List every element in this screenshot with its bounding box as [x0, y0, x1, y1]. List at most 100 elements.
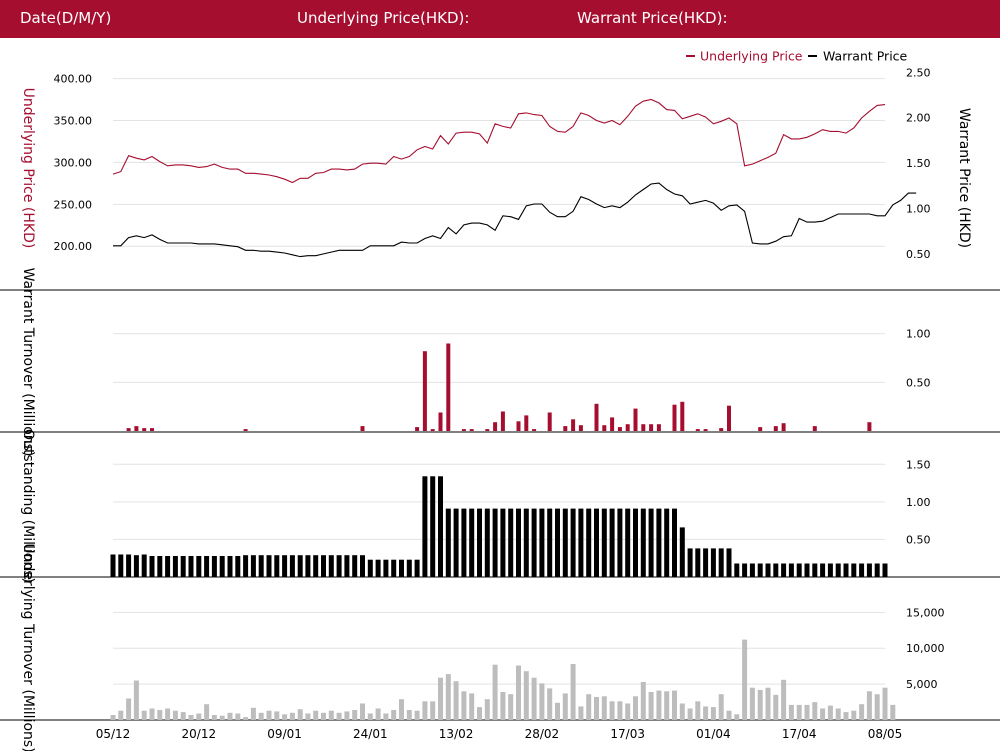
- outstanding-bar: [788, 563, 794, 577]
- outstanding-bar: [289, 555, 295, 577]
- outstanding-bar: [757, 563, 763, 577]
- outstanding-bar: [672, 508, 677, 577]
- underlying-turnover-bar: [835, 708, 841, 720]
- date-label: Date(D/M/Y): [20, 9, 112, 27]
- warrant-turnover-bar: [633, 408, 638, 431]
- y-tick-left: 200.00: [54, 240, 93, 253]
- underlying-turnover-bar: [726, 710, 732, 720]
- outstanding-bar: [859, 563, 865, 577]
- x-tick-label: 13/02: [439, 727, 474, 741]
- underlying-turnover-bar: [679, 703, 685, 720]
- underlying-turnover-bar: [157, 710, 163, 720]
- warrant-turnover-bar: [142, 428, 147, 431]
- outstanding-bar: [196, 556, 202, 577]
- underlying-turnover-bar: [586, 694, 592, 720]
- warrant-turnover-bar: [649, 424, 654, 431]
- underlying-turnover-bar: [851, 710, 857, 720]
- outstanding-bar: [547, 508, 553, 577]
- outstanding-bar: [157, 556, 163, 577]
- underlying-turnover-bar: [352, 710, 358, 720]
- underlying-turnover-bar: [547, 688, 553, 720]
- outstanding-bar: [664, 508, 670, 577]
- outstanding-bar: [133, 555, 139, 577]
- outstanding-bar: [469, 508, 475, 577]
- underlying-turnover-bar: [508, 694, 514, 720]
- outstanding-bar: [586, 508, 592, 577]
- underlying-turnover-bar: [477, 707, 482, 720]
- outstanding-bar: [617, 508, 623, 577]
- outstanding-bar: [453, 508, 459, 577]
- underlying-turnover-bar: [219, 715, 225, 720]
- underlying-turnover-bar: [765, 687, 771, 720]
- header-bar: Date(D/M/Y) Underlying Price(HKD): Warra…: [0, 0, 1000, 38]
- warrant-turnover-bar: [547, 412, 552, 431]
- warrant-turnover-bar: [773, 426, 778, 431]
- warrant-turnover-bar: [727, 405, 731, 431]
- outstanding-bar: [406, 559, 412, 577]
- underlying-turnover-bar: [305, 713, 311, 720]
- underlying-turnover-bar: [188, 715, 194, 720]
- warrant-chart: Underlying Price Warrant Price Underlyin…: [0, 49, 1000, 751]
- outstanding-bar: [461, 508, 467, 577]
- outstanding-bar: [555, 508, 560, 577]
- warrant-turnover-bar: [461, 429, 466, 431]
- y-tick-left: 400.00: [54, 73, 93, 86]
- outstanding-bar: [360, 555, 365, 577]
- y-tick-right: 1.50: [906, 157, 931, 170]
- outstanding-bar: [282, 555, 288, 577]
- underlying-turnover-bar: [601, 696, 607, 720]
- underlying-turnover-bar: [149, 708, 155, 720]
- underlying-turnover-bar: [461, 691, 467, 720]
- underlying-turnover-bar: [500, 692, 506, 720]
- underlying-turnover-bar: [422, 701, 428, 720]
- outstanding-bar: [796, 563, 802, 577]
- underlying-turnover-bar: [367, 713, 373, 720]
- outstanding-bar: [227, 556, 233, 577]
- warrant-turnover-bar: [493, 422, 498, 431]
- underlying-turnover-bar: [773, 694, 779, 720]
- outstanding-bar: [297, 555, 303, 577]
- outstanding-bar: [149, 556, 155, 577]
- warrant-turnover-bar: [532, 429, 537, 431]
- underlying-turnover-bar: [890, 704, 896, 720]
- y-label-warrant-turnover: Warrant Turnover (Millions): [20, 268, 36, 457]
- warrant-turnover-bar: [610, 417, 615, 431]
- underlying-turnover-bar: [570, 664, 576, 720]
- warrant-turnover-bar: [758, 427, 763, 431]
- underlying-turnover-bar: [110, 715, 116, 720]
- outstanding-bar: [516, 508, 521, 577]
- outstanding-bar: [523, 508, 529, 577]
- outstanding-bar: [710, 548, 716, 577]
- outstanding-bar: [812, 563, 818, 577]
- outstanding-bar: [492, 508, 498, 577]
- underlying-turnover-bar: [118, 710, 124, 720]
- outstanding-bar: [321, 555, 326, 577]
- underlying-turnover-bar: [609, 701, 615, 720]
- outstanding-bar: [578, 508, 584, 577]
- y-label-warrant-price: Warrant Price (HKD): [956, 108, 972, 248]
- underlying-turnover-bar: [243, 717, 249, 720]
- y-tick-right: 0.50: [906, 248, 931, 261]
- outstanding-bar: [180, 556, 186, 577]
- underlying-turnover-bar: [469, 693, 475, 720]
- outstanding-bar: [781, 563, 787, 577]
- outstanding-bar: [422, 476, 428, 577]
- underlying-turnover-bar: [648, 692, 654, 720]
- y-label-underlying-turnover: Underlying Turnover (Millions): [20, 543, 36, 751]
- x-tick-label: 24/01: [353, 727, 388, 741]
- warrant-turnover-bar: [469, 429, 474, 431]
- warrant-turnover-bar: [446, 343, 451, 431]
- x-tick-label: 08/05: [868, 727, 903, 741]
- underlying-turnover-bar: [133, 680, 139, 720]
- outstanding-bar: [352, 555, 358, 577]
- underlying-turnover-bar: [453, 681, 459, 720]
- underlying-turnover-bar: [328, 710, 334, 720]
- underlying-turnover-bar: [414, 710, 420, 720]
- underlying-turnover-bar: [438, 677, 443, 720]
- outstanding-bar: [165, 556, 171, 577]
- underlying-turnover-bar: [406, 710, 412, 720]
- underlying-turnover-bar: [633, 696, 638, 720]
- y-tick-right: 2.00: [906, 112, 931, 125]
- outstanding-bar: [250, 555, 256, 577]
- outstanding-bar: [562, 508, 568, 577]
